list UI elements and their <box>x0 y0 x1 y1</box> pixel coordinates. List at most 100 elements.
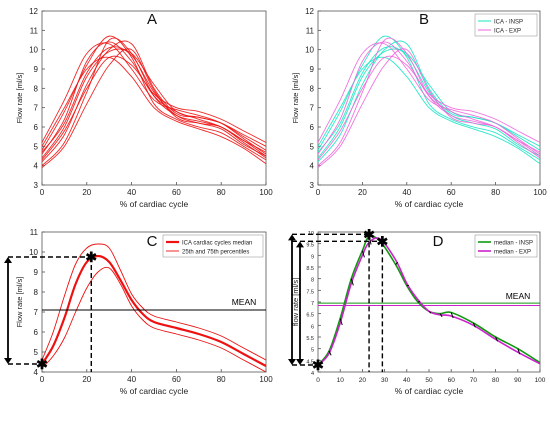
series-line <box>41 40 267 163</box>
y-tick-label: 6 <box>311 324 314 330</box>
x-tick-label: 100 <box>259 188 273 197</box>
difference-tick <box>328 350 332 356</box>
legend-label: median - INSP <box>494 241 533 247</box>
y-tick-label: 4 <box>34 368 39 377</box>
range-arrow-head-bottom <box>296 359 304 365</box>
median-insp-line <box>317 235 541 366</box>
y-tick-label: 11 <box>30 228 39 237</box>
x-tick-label: 0 <box>40 375 45 384</box>
difference-tick <box>350 278 354 286</box>
x-tick-label: 80 <box>217 375 226 384</box>
max-marker: ✱ <box>85 249 97 265</box>
x-tick-label: 70 <box>470 377 478 384</box>
legend-label: ICA cardiac cycles median <box>182 241 252 247</box>
panel-letter: A <box>147 11 157 28</box>
x-tick-label: 20 <box>358 188 367 197</box>
mean-label: MEAN <box>232 297 257 307</box>
x-tick-label: 0 <box>316 377 320 384</box>
x-tick-label: 60 <box>172 375 181 384</box>
y-tick-label: 8.5 <box>306 266 314 272</box>
series-line <box>41 55 267 161</box>
x-tick-label: 0 <box>40 188 45 197</box>
x-tick-label: 80 <box>492 377 500 384</box>
y-tick-label: 4 <box>311 371 314 377</box>
x-tick-label: 80 <box>491 188 500 197</box>
x-tick-label: 60 <box>447 188 456 197</box>
x-tick-label: 0 <box>316 188 321 197</box>
y-axis-label: Flow rate [ml/s] <box>15 73 24 124</box>
y-tick-label: 7 <box>34 104 39 113</box>
min-marker: ✱ <box>312 357 324 373</box>
range-arrow-head-bottom <box>4 358 12 364</box>
series-line <box>317 40 541 163</box>
x-tick-label: 20 <box>359 377 367 384</box>
difference-tick <box>361 250 365 258</box>
y-tick-label: 6 <box>34 328 39 337</box>
plot-frame <box>41 231 267 373</box>
y-axis-label: Flow rate [ml/s] <box>291 73 300 124</box>
max-insp-marker: ✱ <box>363 226 375 242</box>
x-tick-label: 20 <box>82 188 91 197</box>
legend-label: 25th and 75th percentiles <box>182 250 249 256</box>
series-line <box>41 46 267 157</box>
difference-tick <box>395 261 399 265</box>
difference-tick <box>472 322 476 328</box>
y-tick-label: 11 <box>306 26 315 35</box>
x-axis-label: % of cardiac cycle <box>395 386 464 396</box>
x-tick-label: 60 <box>172 188 181 197</box>
range-arrow-head-top <box>288 234 296 241</box>
plot-frame <box>317 10 541 186</box>
y-tick-label: 10 <box>305 46 314 55</box>
panel-letter: D <box>433 233 444 250</box>
x-tick-label: 40 <box>403 377 411 384</box>
y-tick-label: 4 <box>34 162 39 171</box>
legend-label: median - EXP <box>494 250 531 256</box>
x-tick-label: 100 <box>535 377 546 384</box>
panel-d: 0 10 20 30 40 50 60 70 80 90 100 4 4.5 5 5.5 6 6.5 7 7.5 8 8… <box>288 226 546 396</box>
panel-a: 0 20 40 60 80 100 3 4 5 6 7 8 9 10 11 12 % of cardiac cy… <box>15 7 273 209</box>
y-axis-label: flow rate [ml/s] <box>291 278 300 326</box>
y-tick-label: 4 <box>310 162 315 171</box>
difference-tick <box>517 348 521 355</box>
range-arrow-head-top <box>296 241 304 248</box>
y-tick-label: 6 <box>34 123 39 132</box>
legend-label: ICA - INSP <box>494 20 523 26</box>
x-tick-label: 40 <box>127 188 136 197</box>
x-tick-label: 80 <box>217 188 226 197</box>
y-tick-label: 8 <box>34 84 39 93</box>
y-tick-label: 12 <box>305 7 314 16</box>
panel-letter: B <box>419 11 429 28</box>
y-tick-label: 9 <box>34 65 39 74</box>
series-line <box>41 56 267 165</box>
y-tick-label: 5 <box>34 142 39 151</box>
x-axis-label: % of cardiac cycle <box>120 386 189 396</box>
y-axis-label: Flow rate [ml/s] <box>15 277 24 328</box>
y-tick-label: 9 <box>311 254 314 260</box>
y-tick-label: 10 <box>29 248 38 257</box>
y-tick-label: 6.5 <box>306 313 314 319</box>
percentile-75-line <box>41 243 267 361</box>
y-tick-label: 3 <box>310 181 315 190</box>
x-tick-label: 50 <box>425 377 433 384</box>
series-line <box>317 55 541 161</box>
y-tick-label: 9 <box>34 268 39 277</box>
y-tick-label: 12 <box>29 7 38 16</box>
percentile-25-line <box>41 266 267 373</box>
max-exp-marker: ✱ <box>377 233 389 249</box>
y-tick-label: 9 <box>310 65 315 74</box>
legend-label: ICA - EXP <box>494 29 521 35</box>
y-tick-label: 3 <box>34 181 39 190</box>
series-line <box>41 41 267 155</box>
x-tick-label: 60 <box>448 377 456 384</box>
y-tick-label: 5 <box>311 348 314 354</box>
series-line <box>317 42 541 155</box>
y-tick-label: 4.5 <box>306 359 314 365</box>
x-tick-label: 30 <box>381 377 389 384</box>
y-tick-label: 11 <box>30 26 39 35</box>
series-line <box>317 56 541 165</box>
difference-tick <box>450 312 454 319</box>
y-tick-label: 5 <box>34 348 39 357</box>
y-tick-label: 7 <box>310 104 315 113</box>
panel-letter: C <box>147 233 158 250</box>
